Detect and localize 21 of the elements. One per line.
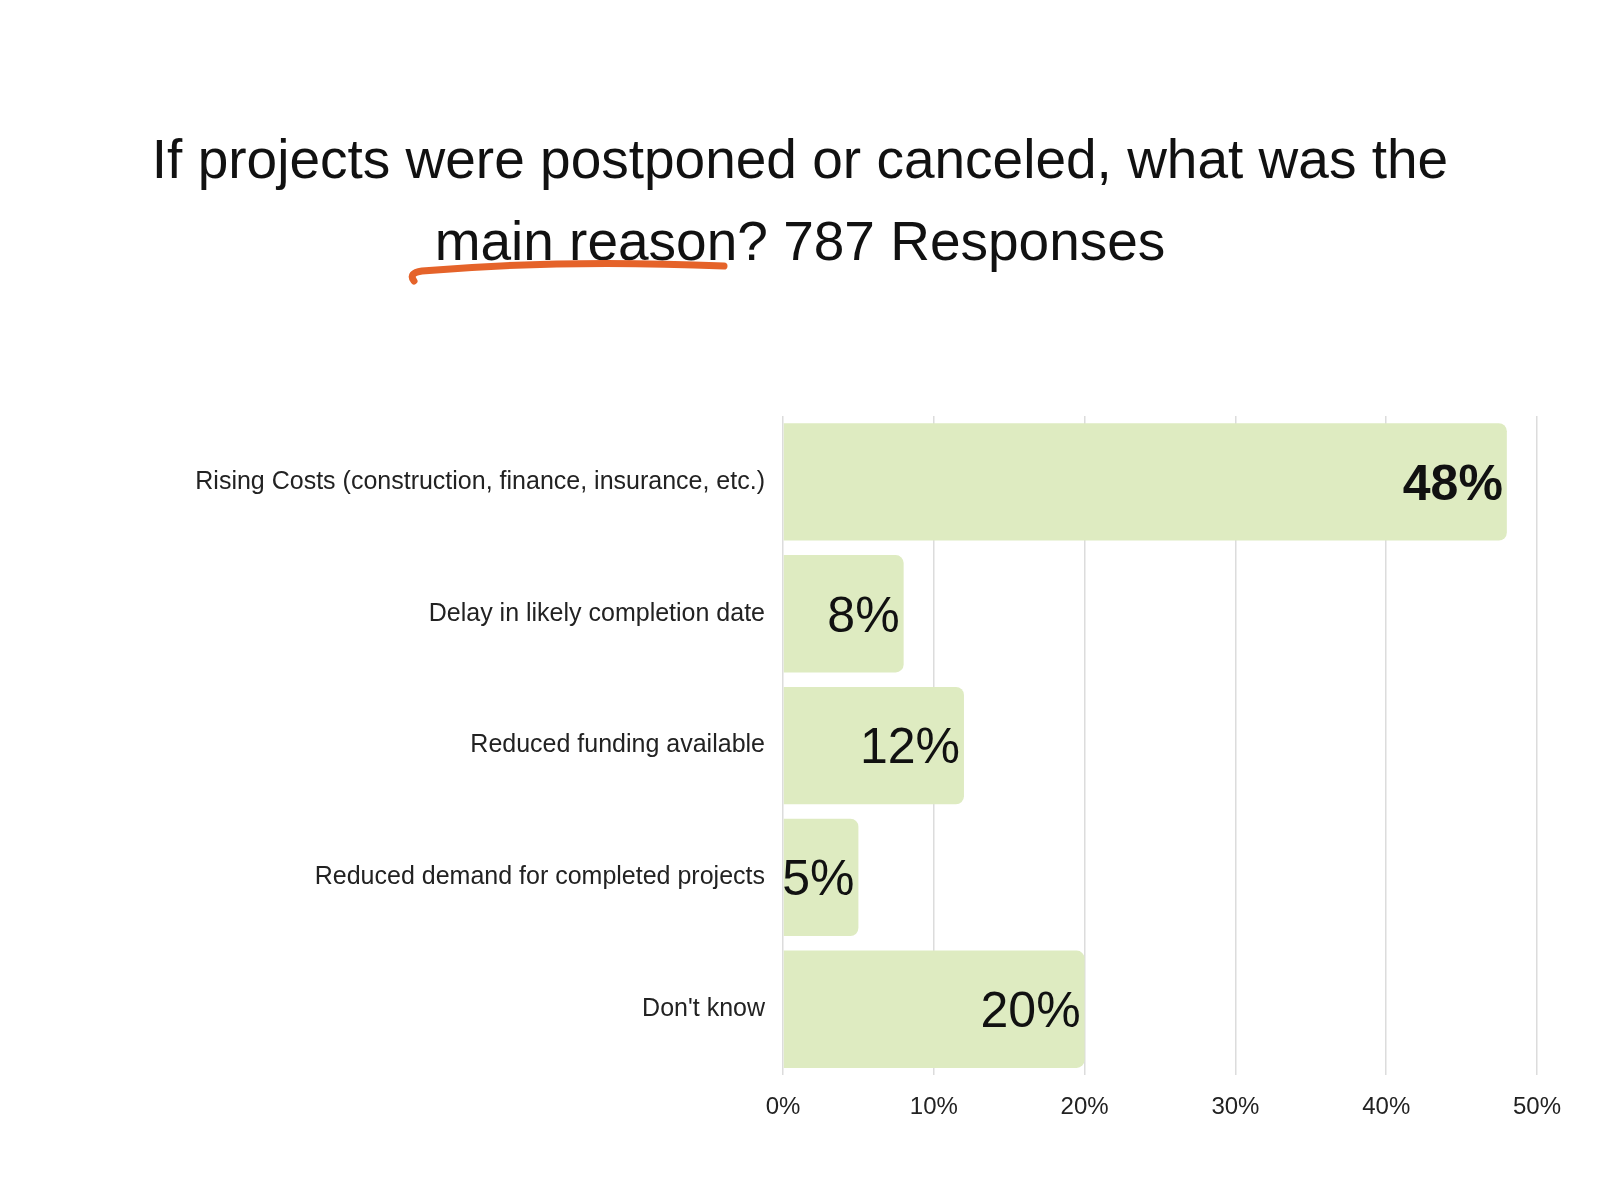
data-label: 48% xyxy=(1402,454,1503,511)
x-tick-label: 0% xyxy=(765,1092,801,1120)
bar xyxy=(783,950,1085,1068)
chart-title: If projects were postponed or canceled, what was the main reason? 787 Responses xyxy=(150,127,1450,274)
x-tick-label: 20% xyxy=(1060,1092,1109,1120)
y-tick-label: Don't know xyxy=(642,993,766,1022)
x-tick-label: 30% xyxy=(1211,1092,1260,1120)
x-tick-label: 10% xyxy=(909,1092,958,1120)
x-tick-label: 40% xyxy=(1362,1092,1411,1120)
y-tick-label: Delay in likely completion date xyxy=(428,597,765,626)
bar xyxy=(783,686,964,805)
y-tick-label: Reduced demand for completed projects xyxy=(314,861,765,890)
bar xyxy=(783,555,904,673)
data-label: 12% xyxy=(859,718,960,775)
data-label: 5% xyxy=(782,850,855,907)
data-label: 8% xyxy=(827,586,900,643)
bar xyxy=(783,423,1507,541)
y-tick-label: Rising Costs (construction, finance, insurance, etc.) xyxy=(195,465,765,494)
y-tick-label: Reduced funding available xyxy=(470,729,765,758)
x-tick-label: 50% xyxy=(1512,1092,1562,1120)
data-label: 20% xyxy=(980,982,1081,1039)
